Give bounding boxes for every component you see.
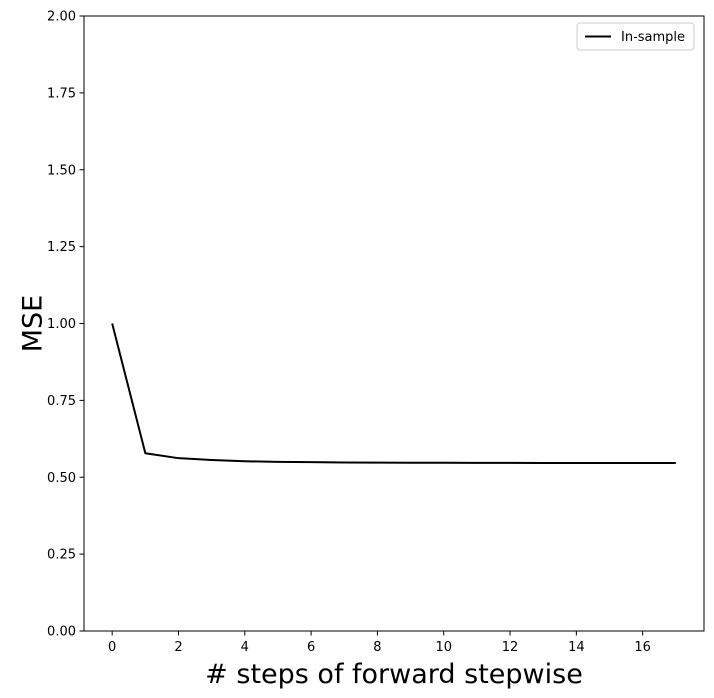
y-axis-title: MSE: [18, 295, 49, 353]
x-tick-label: 14: [568, 640, 585, 655]
y-axis: 0.00 0.25 0.50 0.75 1.00 1.25 1.50 1.75 2.00: [47, 10, 84, 640]
plot-frame: [83, 15, 705, 632]
x-tick-label: 16: [634, 640, 651, 655]
x-tick-label: 2: [174, 640, 182, 655]
x-axis-title: # steps of forward stepwise: [205, 659, 583, 690]
x-tick-label: 6: [307, 640, 315, 655]
x-tick-label: 10: [435, 640, 452, 655]
x-tick-label: 0: [108, 640, 116, 655]
legend-label: In-sample: [621, 30, 685, 45]
y-tick-label: 2.00: [47, 10, 76, 25]
legend: In-sample: [576, 22, 695, 51]
y-tick-label: 1.75: [47, 86, 76, 101]
legend-box: [576, 22, 695, 51]
y-tick-label: 1.25: [47, 240, 76, 255]
y-tick-label: 1.00: [47, 317, 76, 332]
y-tick-label: 1.50: [47, 163, 76, 178]
plot-lines: [111, 323, 676, 465]
y-tick-label: 0.00: [47, 625, 76, 640]
y-tick-label: 0.75: [47, 394, 76, 409]
series-line-in-sample: [111, 323, 676, 465]
x-tick-label: 4: [241, 640, 249, 655]
x-axis: 0 2 4 6 8 10 12 14 16: [108, 631, 651, 655]
x-tick-label: 12: [502, 640, 519, 655]
x-tick-label: 8: [373, 640, 381, 655]
y-tick-label: 0.25: [47, 548, 76, 563]
y-tick-label: 0.50: [47, 471, 76, 486]
